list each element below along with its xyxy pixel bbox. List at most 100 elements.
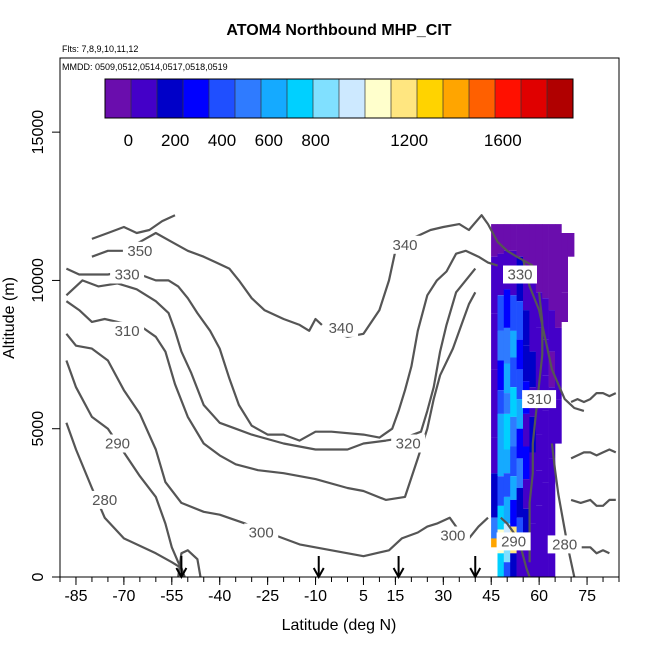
colorbar-segment — [261, 79, 288, 118]
heatmap-cell — [497, 253, 505, 296]
heatmap-cell — [503, 393, 511, 414]
heatmap-cell — [510, 416, 517, 447]
heatmap-cell — [555, 327, 562, 400]
colorbar: 0 200 400 600 800 1200 1600 — [104, 78, 574, 150]
theta-contour-line — [570, 498, 616, 507]
heatmap-cell — [510, 295, 517, 331]
heatmap-cell — [535, 327, 543, 364]
heatmap-cell — [523, 446, 530, 480]
heatmap-cell — [510, 330, 517, 358]
heatmap-cell — [516, 547, 524, 577]
colorbar-segment — [469, 79, 496, 118]
heatmap-cell — [523, 413, 530, 447]
heatmap-cell — [491, 473, 498, 518]
heatmap-cell — [491, 256, 498, 313]
theta-contour-line — [177, 549, 202, 578]
contour-label: 340 — [392, 237, 417, 254]
heatmap-cell — [491, 437, 498, 474]
contour-label-bg — [110, 321, 145, 340]
y-tick-label: 10000 — [30, 258, 47, 303]
heatmap-cell — [529, 488, 537, 524]
heatmap-cell — [491, 224, 498, 257]
x-tick-label: 45 — [482, 588, 500, 605]
heatmap-cell — [491, 313, 498, 370]
theta-contour-line — [570, 448, 617, 460]
contour-label: 290 — [105, 436, 130, 453]
heatmap-cell — [491, 408, 498, 438]
y-axis-label: Altitude (m) — [1, 277, 18, 359]
contour-label: 300 — [440, 528, 465, 545]
heatmap-cell — [510, 446, 517, 477]
heatmap-cell — [542, 224, 549, 299]
heatmap-cell — [491, 369, 498, 408]
heatmap-cell — [535, 470, 543, 506]
chart-subtitle-dates: MMDD: 0509,0512,0514,0517,0518,0519 — [62, 62, 228, 72]
heatmap-cell — [503, 496, 511, 524]
colorbar-segment — [547, 79, 574, 118]
heatmap-cell — [535, 505, 543, 577]
theta-contour-line — [91, 214, 176, 240]
contour-label-bg — [391, 434, 426, 453]
heatmap-cell — [548, 387, 556, 459]
heatmap-cell — [516, 488, 524, 518]
heatmap-cell — [503, 224, 511, 251]
heatmap-cell — [529, 224, 537, 275]
theta-contour-line — [331, 214, 534, 338]
colorbar-tick-label: 1600 — [484, 131, 522, 150]
heatmap-cell — [548, 224, 556, 311]
heatmap-cell — [516, 224, 524, 257]
heatmap-cell — [510, 499, 517, 527]
x-tick-label: 60 — [530, 588, 548, 605]
contour-label: 350 — [127, 243, 152, 260]
heatmap-cell — [523, 538, 530, 577]
heatmap-cell — [516, 301, 524, 340]
heatmap-cell — [516, 339, 524, 370]
heatmap-cell — [555, 224, 562, 328]
heatmap-cell — [503, 562, 511, 577]
colorbar-segment — [105, 79, 132, 118]
theta-contour-line — [570, 392, 617, 404]
y-tick-label: 15000 — [30, 110, 47, 155]
contour-label: 310 — [115, 323, 140, 340]
x-tick-label: -40 — [208, 588, 231, 605]
heatmap-cell — [529, 316, 537, 352]
contour-label-bg — [244, 523, 279, 542]
contour-label: 330 — [507, 267, 532, 284]
heatmap-cell — [561, 292, 568, 322]
chart-subtitle-flights: Flts: 7,8,9,10,11,12 — [62, 44, 138, 54]
heatmap-cell — [510, 357, 517, 388]
heatmap-cell — [535, 224, 543, 293]
heatmap-cell — [529, 351, 537, 388]
heatmap-cell — [491, 517, 498, 539]
heatmap-cell — [561, 233, 568, 293]
colorbar-segment — [131, 79, 158, 118]
heatmap-cell — [523, 479, 530, 509]
heatmap-cell — [510, 553, 517, 577]
heatmap-cell — [516, 458, 524, 489]
colorbar-tick-label: 200 — [161, 131, 189, 150]
contour-label-bg — [87, 490, 122, 509]
theta-contour-line — [65, 249, 498, 442]
contour-label: 280 — [552, 536, 577, 553]
heatmap-cell — [503, 327, 511, 364]
heatmap-cell — [535, 434, 543, 471]
heatmap-cell — [510, 224, 517, 251]
colorbar-tick-label: 1200 — [390, 131, 428, 150]
heatmap-cell — [516, 428, 524, 459]
contour-label-bg — [496, 532, 531, 551]
colorbar-segment — [417, 79, 444, 118]
heatmap-cell — [503, 449, 511, 474]
theta-contour-line — [65, 267, 477, 451]
heatmap-cell — [542, 446, 549, 483]
colorbar-segment — [521, 79, 548, 118]
contour-label: 310 — [527, 391, 552, 408]
y-tick-label: 0 — [30, 572, 47, 581]
x-tick-label: 30 — [434, 588, 452, 605]
contour-label: 300 — [249, 525, 274, 542]
colorbar-segment — [443, 79, 470, 118]
x-tick-label: 15 — [387, 588, 405, 605]
axes: -85 -70 -55 -40 -25 -10 5 15 30 45 60 75 0 5000 10000 1… — [30, 110, 620, 605]
contour-label: 290 — [501, 533, 526, 550]
